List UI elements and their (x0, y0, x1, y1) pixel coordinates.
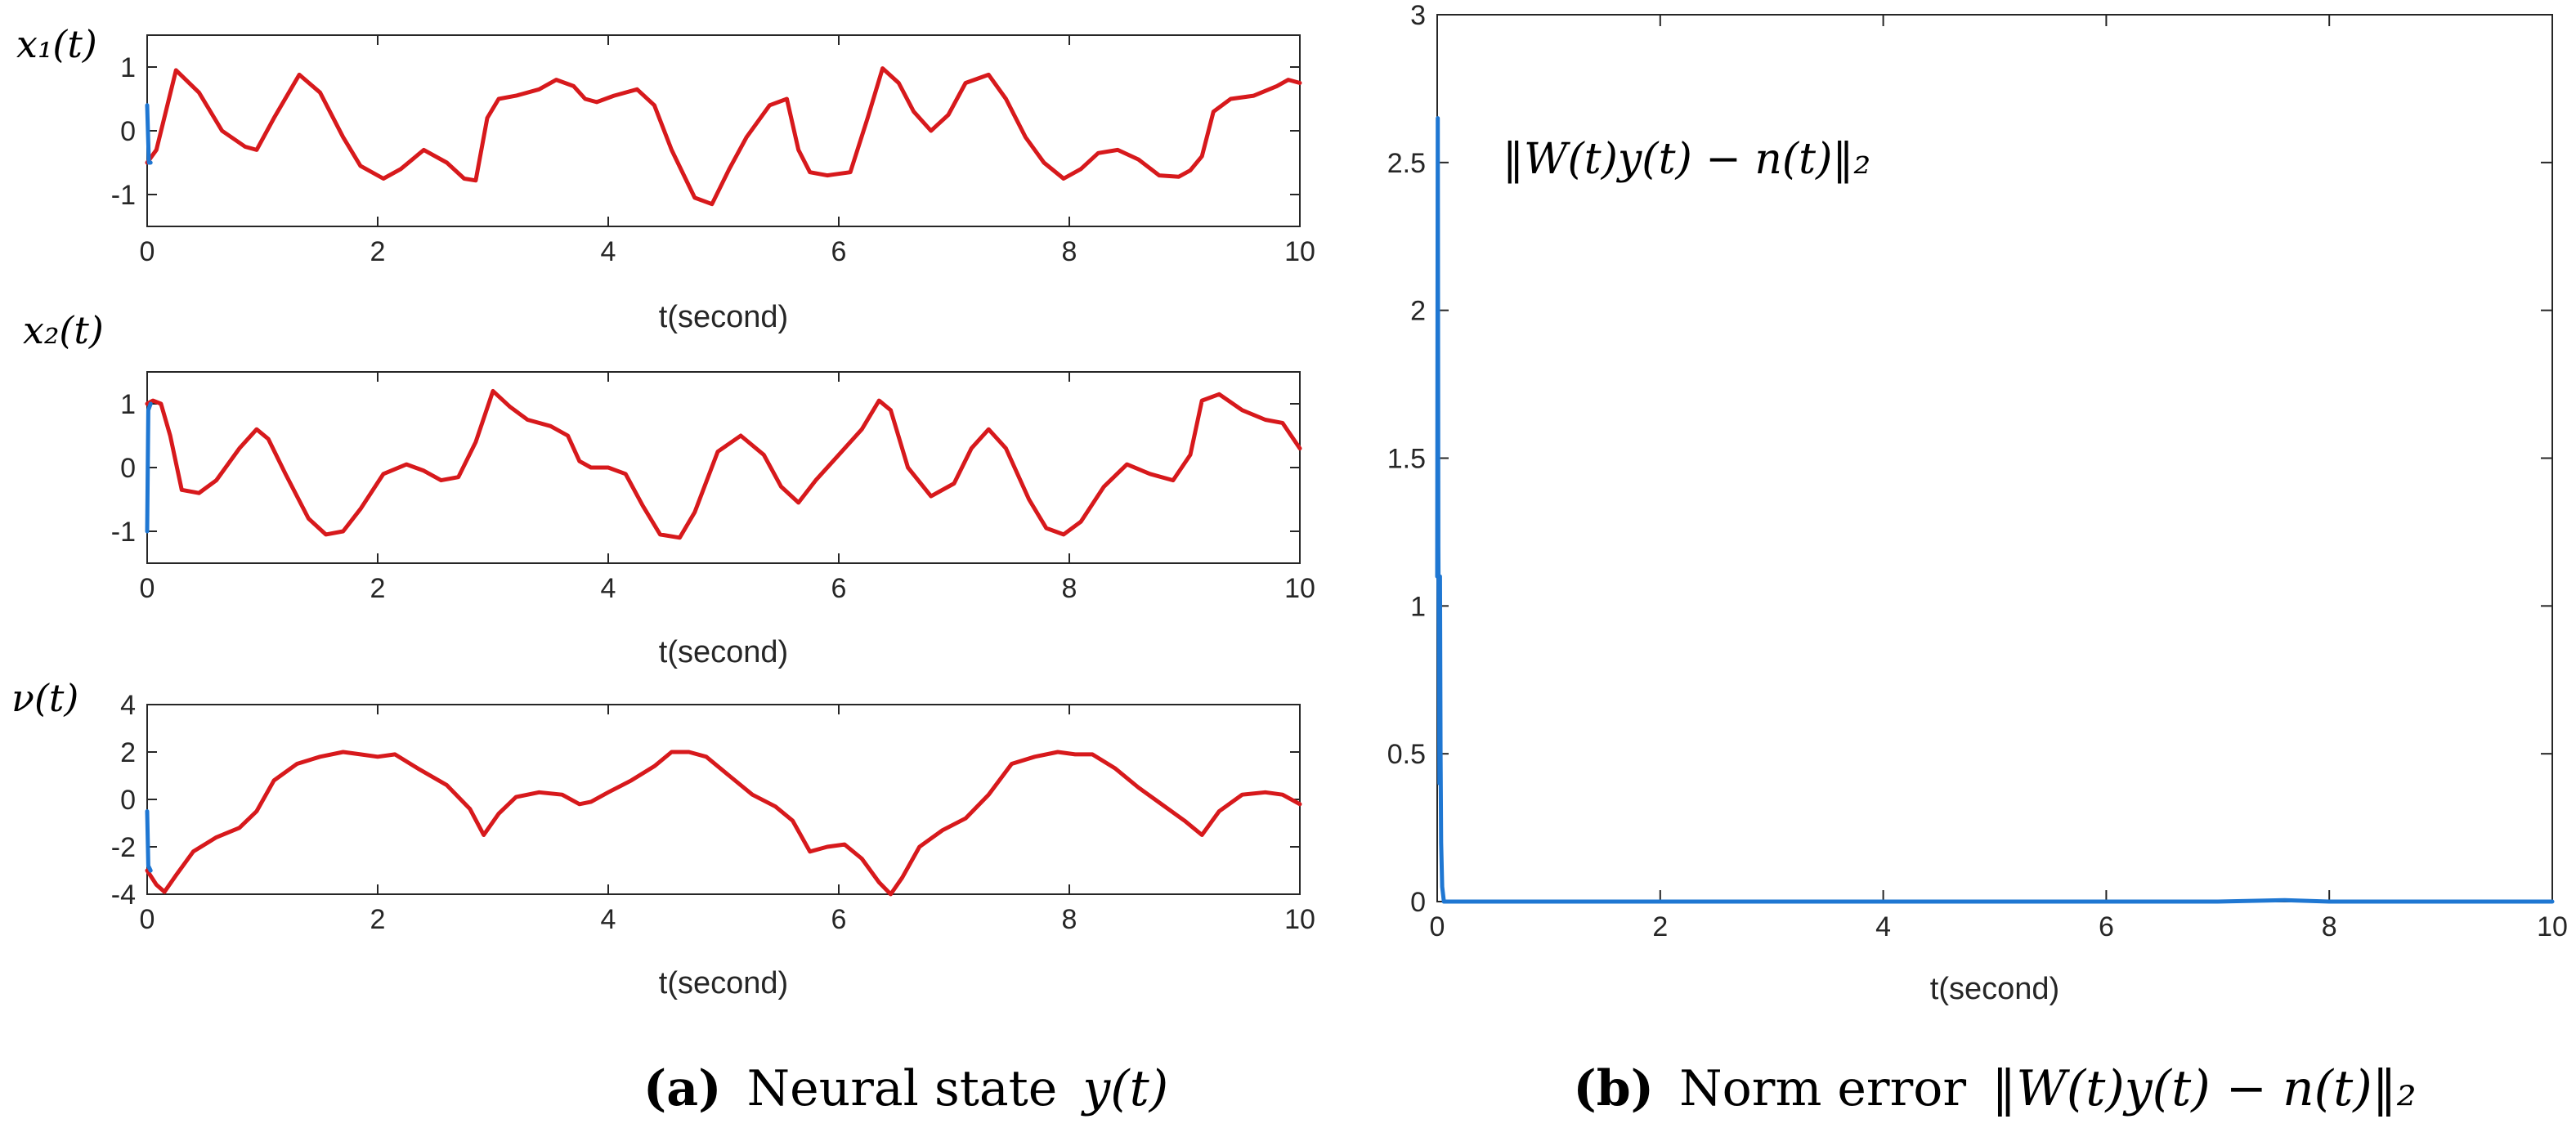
tick-layer: 0 2 4 6 8 10 0 0.5 1 1.5 2 2.5 3 (1387, 0, 2568, 942)
axes-box (146, 34, 1301, 227)
subplot-x2: 0 2 4 6 8 10-101 t(second) x₂(t) (23, 308, 1315, 669)
y-tick-label: -4 (111, 880, 136, 911)
subplot-norm-error: 0 2 4 6 8 10 0 0.5 1 1.5 2 2.5 3 t(second) ‖W(t)y(t)… (1387, 0, 2568, 1006)
y-tick-label: 0 (120, 453, 136, 484)
series-line (1435, 116, 2555, 904)
caption-b-text: Norm error (1679, 1060, 1966, 1117)
series-line (145, 750, 1302, 897)
tick-layer: 0 2 4 6 8 10-101 (111, 372, 1315, 604)
x-tick-label: 8 (2322, 911, 2337, 942)
y-tick-label: 2 (1410, 296, 1426, 327)
x-tick-label: 4 (601, 236, 616, 267)
subplot-nu: 0 2 4 6 8 10 -4 -2 0 2 4 t(second) ν(t) (11, 676, 1315, 1000)
tick-layer: 0 2 4 6 8 10 -4 -2 0 2 4 (111, 690, 1315, 935)
caption-b-label: (b) (1573, 1060, 1654, 1117)
x-tick-label: 6 (831, 573, 847, 604)
y-tick-label: 1 (1410, 591, 1426, 622)
series-line (145, 103, 153, 165)
x-tick-label: 2 (370, 904, 386, 935)
x-tick-label: 4 (601, 904, 616, 935)
x-tick-label: 0 (140, 236, 155, 267)
x-tick-label: 6 (2099, 911, 2114, 942)
x-tick-label: 10 (1284, 904, 1315, 935)
x-tick-label: 8 (1062, 236, 1077, 267)
y-tick-label: 4 (120, 690, 136, 721)
x-tick-label: 4 (601, 573, 616, 604)
series-layer (145, 66, 1302, 207)
y-axis-label: x₂(t) (23, 308, 104, 352)
x-tick-label: 0 (140, 904, 155, 935)
caption-a-label: (a) (643, 1060, 722, 1117)
y-tick-label: 2 (120, 737, 136, 768)
x-tick-label: 6 (831, 236, 847, 267)
y-tick-label: 1.5 (1387, 444, 1426, 475)
series-line (145, 809, 153, 873)
x-tick-label: 2 (1652, 911, 1668, 942)
axes-box (146, 371, 1301, 564)
y-tick-label: 3 (1410, 0, 1426, 31)
y-tick-label: 0.5 (1387, 739, 1426, 770)
y-axis-label: x₁(t) (16, 22, 97, 66)
x-axis-label: t(second) (659, 966, 788, 1000)
x-tick-label: 8 (1062, 573, 1077, 604)
x-tick-label: 10 (1284, 236, 1315, 267)
caption-b-math: ‖W(t)y(t) − n(t)‖₂ (1991, 1060, 2416, 1117)
annotation: ‖W(t)y(t) − n(t)‖₂ (1503, 135, 1870, 184)
x-tick-label: 10 (2537, 911, 2568, 942)
x-axis-label: t(second) (1930, 972, 2059, 1006)
x-tick-label: 6 (831, 904, 847, 935)
x-tick-label: 4 (1875, 911, 1891, 942)
series-layer (145, 750, 1302, 897)
y-tick-label: 2.5 (1387, 148, 1426, 179)
x-tick-label: 2 (370, 236, 386, 267)
series-line (145, 388, 1302, 540)
y-tick-label: 1 (120, 52, 136, 83)
axes-box (146, 704, 1301, 895)
x-tick-label: 0 (140, 573, 155, 604)
y-tick-label: -2 (111, 832, 136, 863)
x-tick-label: 2 (370, 573, 386, 604)
x-tick-label: 0 (1430, 911, 1445, 942)
y-tick-label: 0 (120, 785, 136, 816)
y-tick-label: 1 (120, 389, 136, 420)
y-tick-label: -1 (111, 517, 136, 548)
caption-a-text: Neural state (747, 1060, 1058, 1117)
series-line (145, 66, 1302, 207)
x-axis-label: t(second) (659, 635, 788, 669)
caption-a: (a) Neural state y(t) (643, 1060, 1168, 1117)
caption-a-math: y(t) (1080, 1060, 1168, 1117)
tick-layer: 0 2 4 6 8 10-101 (111, 35, 1315, 267)
series-layer (1435, 116, 2555, 904)
x-axis-label: t(second) (659, 300, 788, 334)
series-line (145, 401, 153, 534)
y-tick-label: 0 (120, 116, 136, 147)
x-tick-label: 10 (1284, 573, 1315, 604)
y-tick-label: 0 (1410, 887, 1426, 918)
caption-b: (b) Norm error ‖W(t)y(t) − n(t)‖₂ (1573, 1060, 2416, 1117)
x-tick-label: 8 (1062, 904, 1077, 935)
y-tick-label: -1 (111, 180, 136, 211)
series-layer (145, 388, 1302, 540)
subplot-x1: 0 2 4 6 8 10-101 t(second) x₁(t) (16, 22, 1315, 334)
y-axis-label: ν(t) (11, 676, 78, 720)
